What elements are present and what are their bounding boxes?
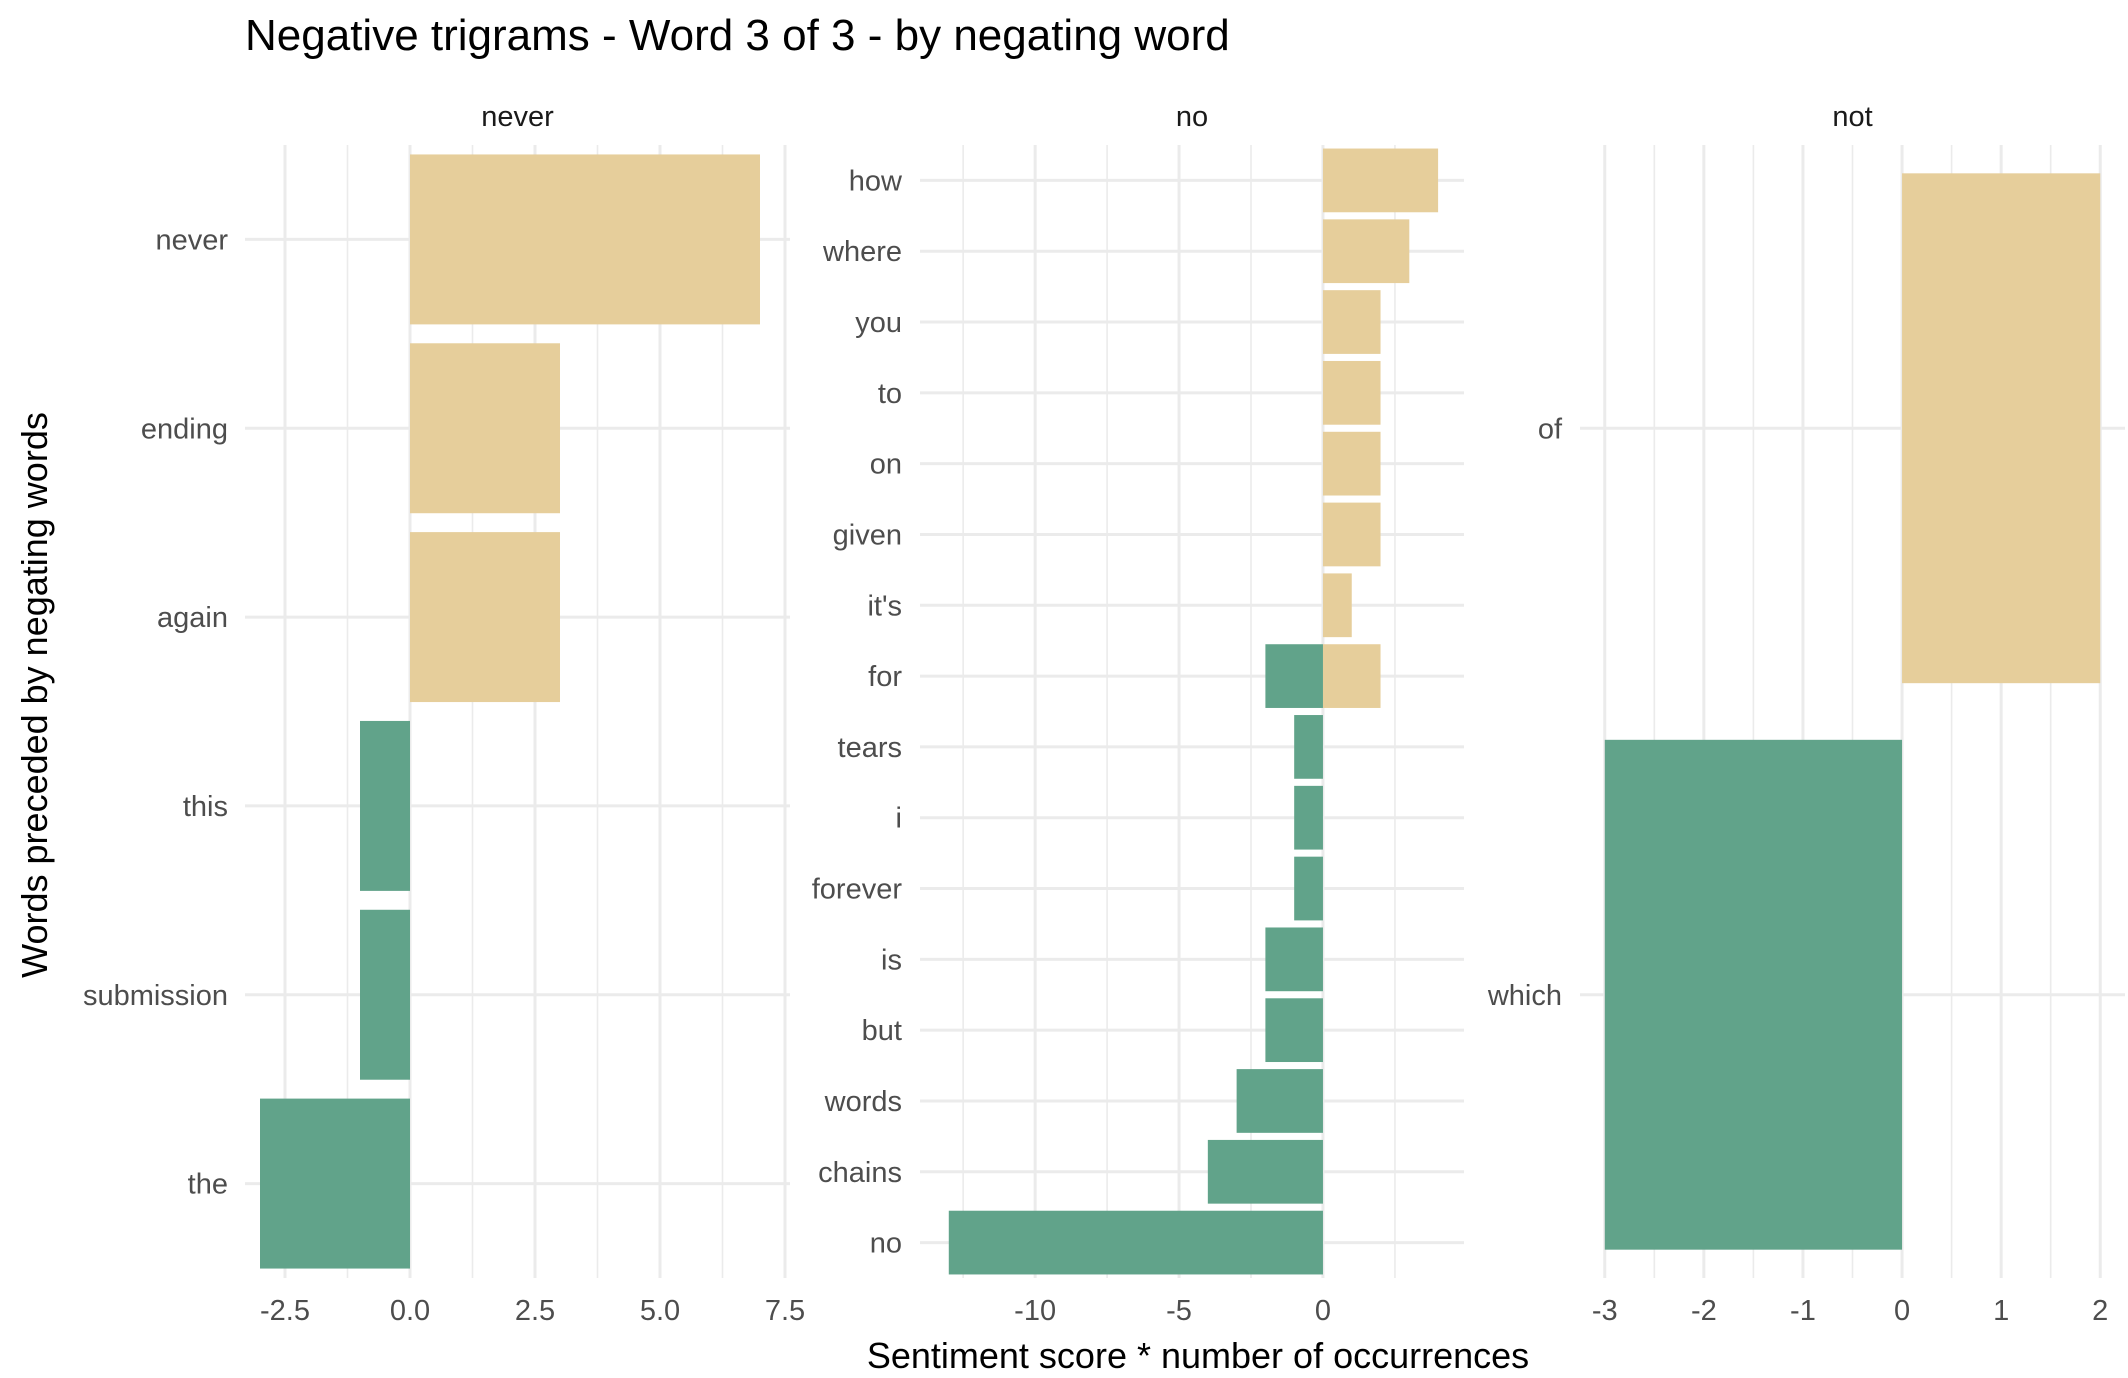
x-tick-label: -2.5 [260, 1295, 310, 1327]
bar-no-but [1265, 998, 1323, 1063]
x-tick-label: -2 [1691, 1295, 1717, 1327]
y-tick-label: forever [812, 874, 903, 906]
y-tick-label: ending [141, 413, 228, 445]
x-tick-label: 0.0 [390, 1295, 430, 1327]
y-tick-label: words [824, 1086, 902, 1118]
x-tick-label: 1 [1993, 1295, 2009, 1327]
y-tick-label: but [862, 1015, 902, 1047]
bar-never-ending [410, 343, 560, 514]
y-tick-label: given [833, 519, 902, 551]
x-tick-label: -10 [1014, 1295, 1056, 1327]
bar-no-tears [1294, 715, 1323, 779]
bar-no-for [1322, 644, 1381, 708]
y-tick-label: it's [867, 590, 902, 622]
bar-no-chains [1207, 1139, 1323, 1204]
y-tick-label: tears [838, 732, 902, 764]
bar-no-on [1322, 431, 1381, 496]
y-tick-label: i [896, 803, 902, 835]
facet-strip-label: never [481, 101, 554, 133]
bar-never-never [410, 154, 760, 325]
bar-no-words [1236, 1069, 1323, 1133]
bar-no-no [948, 1210, 1323, 1275]
y-tick-label: to [878, 378, 902, 410]
y-tick-label: submission [83, 980, 228, 1012]
x-tick-label: 5.0 [640, 1295, 680, 1327]
facets-layer: never ending again this submission the -2.5 0.0… [83, 101, 2125, 1327]
bar-no-forever [1294, 856, 1323, 921]
x-tick-label: 2.5 [515, 1295, 555, 1327]
x-tick-label: -1 [1790, 1295, 1816, 1327]
y-tick-label: never [155, 224, 228, 256]
y-tick-label: no [870, 1228, 902, 1260]
bar-no-i [1294, 785, 1323, 850]
x-axis-title: Sentiment score * number of occurrences [867, 1335, 1529, 1376]
y-tick-label: how [849, 165, 903, 197]
y-tick-label: which [1487, 980, 1562, 1012]
bar-no-how [1322, 148, 1439, 213]
bar-not-which [1604, 739, 1903, 1250]
bar-never-submission [360, 909, 410, 1080]
y-tick-label: where [822, 236, 902, 268]
facet-panel-no: how where you to on given it's for tears i forever… [812, 101, 1464, 1327]
y-tick-label: of [1538, 413, 1563, 445]
bar-never-this [360, 720, 410, 891]
x-tick-label: 0 [1315, 1295, 1331, 1327]
bar-no-given [1322, 502, 1381, 567]
bar-never-again [410, 532, 560, 703]
y-tick-label: you [855, 307, 902, 339]
y-tick-label: is [881, 944, 902, 976]
y-tick-label: this [183, 791, 228, 823]
x-tick-label: 2 [2092, 1295, 2108, 1327]
y-tick-label: on [870, 449, 902, 481]
facet-panel-not: of which -3 -2 -1 0 1 2 not [1487, 101, 2125, 1327]
x-tick-label: -3 [1592, 1295, 1618, 1327]
facet-strip-label: not [1832, 101, 1872, 133]
y-tick-label: again [157, 602, 228, 634]
bar-no-you [1322, 290, 1381, 354]
y-tick-label: the [188, 1169, 228, 1201]
bar-no-for [1265, 644, 1323, 708]
bar-not-of [1902, 173, 2101, 684]
x-tick-label: -5 [1166, 1295, 1192, 1327]
y-tick-label: for [868, 661, 902, 693]
y-axis-title: Words preceded by negating words [14, 412, 55, 978]
x-tick-label: 7.5 [765, 1295, 805, 1327]
bar-never-the [260, 1098, 410, 1269]
bar-no-is [1265, 927, 1323, 992]
y-tick-label: chains [818, 1157, 902, 1189]
bar-no-its [1322, 573, 1352, 638]
x-tick-label: 0 [1894, 1295, 1910, 1327]
facet-panel-never: never ending again this submission the -2.5 0.0… [83, 101, 805, 1327]
facet-strip-label: no [1176, 101, 1208, 133]
chart-title: Negative trigrams - Word 3 of 3 - by neg… [245, 11, 1230, 60]
bar-no-where [1322, 219, 1410, 284]
bar-no-to [1322, 360, 1381, 425]
